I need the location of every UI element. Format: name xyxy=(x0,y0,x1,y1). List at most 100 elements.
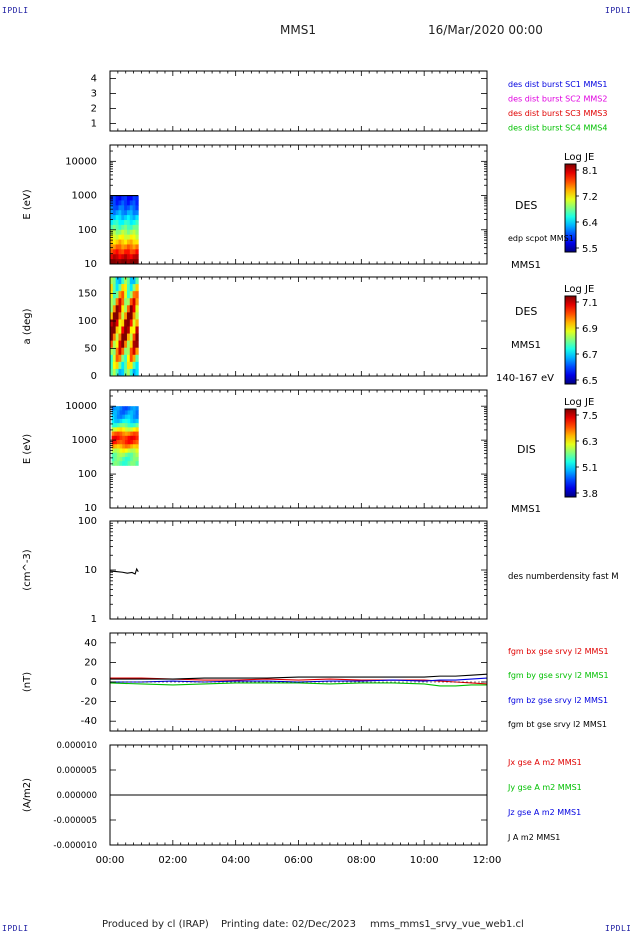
heatmap-cell xyxy=(121,277,125,285)
heatmap-cell xyxy=(126,200,131,206)
heatmap-cell xyxy=(112,195,117,201)
heatmap-cell xyxy=(129,239,134,245)
heatmap-cell xyxy=(124,448,128,454)
y-tick-label: 100 xyxy=(78,469,97,480)
heatmap-cell xyxy=(119,440,123,445)
heatmap-cell xyxy=(110,340,114,349)
heatmap-cell xyxy=(132,312,136,320)
heatmap-cell xyxy=(115,347,119,356)
heatmap-cell xyxy=(124,210,128,216)
heatmap-cell xyxy=(127,452,131,458)
heatmap-cell xyxy=(124,229,128,236)
heatmap-cell xyxy=(124,361,128,370)
heatmap-cell xyxy=(129,200,134,206)
heatmap-cell xyxy=(124,224,128,231)
heatmap-cell xyxy=(132,440,137,445)
heatmap-cell xyxy=(110,239,114,245)
heatmap-cell xyxy=(132,244,136,250)
heatmap-cell xyxy=(132,229,136,236)
heatmap-cell xyxy=(118,229,122,236)
heatmap-cell xyxy=(114,444,118,449)
heatmap-cell xyxy=(112,354,117,363)
y-tick-label: 3 xyxy=(91,89,97,100)
heatmap-cell xyxy=(126,205,131,211)
legend-entry: Jy gse A m2 MMS1 xyxy=(507,783,582,792)
heatmap-cell xyxy=(121,291,125,299)
heatmap-cell xyxy=(122,427,126,432)
y-tick-label: 0.000005 xyxy=(56,766,97,776)
heatmap-cell xyxy=(111,410,115,416)
heatmap-cell xyxy=(121,205,125,211)
heatmap-cell xyxy=(126,244,131,250)
heatmap-cell xyxy=(124,435,128,441)
heatmap-cell xyxy=(124,347,128,356)
y-tick-label: 150 xyxy=(78,289,97,300)
y-tick-label: 20 xyxy=(84,657,97,668)
heatmap-cell xyxy=(132,224,136,231)
heatmap-cell xyxy=(132,205,136,211)
heatmap-cell xyxy=(132,427,137,432)
heatmap-cell xyxy=(122,444,126,449)
legend-entry: Jz gse A m2 MMS1 xyxy=(507,808,581,817)
heatmap-cell xyxy=(135,249,139,255)
colorbar-tick-label: 7.2 xyxy=(582,192,598,203)
heatmap-cell xyxy=(126,284,131,292)
heatmap-cell xyxy=(110,210,114,216)
heatmap-cell xyxy=(127,461,131,466)
heatmap-cell xyxy=(118,340,122,349)
heatmap-cell xyxy=(129,354,134,363)
heatmap-cell xyxy=(132,215,136,221)
series-line xyxy=(109,567,139,575)
heatmap-cell xyxy=(135,254,139,260)
heatmap-cell xyxy=(124,333,128,342)
heatmap-cell xyxy=(121,244,125,250)
heatmap-cell xyxy=(118,319,122,327)
heatmap-cell xyxy=(124,319,128,327)
heatmap-cell xyxy=(129,210,134,216)
heatmap-cell xyxy=(116,440,120,445)
heatmap-cell xyxy=(132,448,137,454)
heatmap-cell xyxy=(111,427,115,432)
heatmap-cell xyxy=(121,347,125,356)
heatmap-cell xyxy=(112,368,117,377)
heatmap-cell xyxy=(115,319,119,327)
heatmap-cell xyxy=(118,205,122,211)
heatmap-cell xyxy=(135,423,139,428)
footer-file-name: mms_mms1_srvy_vue_web1.cl xyxy=(370,919,524,930)
heatmap-cell xyxy=(114,414,118,420)
heatmap-cell xyxy=(130,444,134,449)
heatmap-cell xyxy=(129,333,134,342)
heatmap-cell xyxy=(135,224,139,231)
heatmap-cell xyxy=(121,333,125,342)
heatmap-cell xyxy=(115,210,119,216)
legend-entry: J A m2 MMS1 xyxy=(507,833,560,842)
corner-label-bottom-right: IPDLI xyxy=(605,924,630,933)
colorbar xyxy=(564,295,577,385)
heatmap-cell xyxy=(127,431,131,437)
heatmap-cell xyxy=(132,423,137,428)
heatmap-cell xyxy=(122,414,126,420)
y-tick-label: 0 xyxy=(91,371,97,382)
heatmap-cell xyxy=(126,305,131,313)
heatmap-cell xyxy=(116,406,120,411)
heatmap-cell xyxy=(112,229,117,236)
heatmap-cell xyxy=(110,249,114,255)
heatmap-cell xyxy=(135,406,139,411)
panel-frame-dis_energy xyxy=(109,389,488,509)
heatmap-cell xyxy=(115,224,119,231)
colorbar-title: Log JE xyxy=(564,397,594,408)
heatmap-cell xyxy=(114,406,118,411)
heatmap-cell xyxy=(115,298,119,306)
heatmap-cell xyxy=(126,195,131,201)
y-tick-label: 4 xyxy=(91,74,97,85)
heatmap-cell xyxy=(111,431,115,437)
y-tick-label: 50 xyxy=(84,344,97,355)
heatmap-cell xyxy=(127,456,131,462)
heatmap-cell xyxy=(116,414,120,420)
heatmap-cell xyxy=(121,312,125,320)
legend-entry: des dist burst SC1 MMS1 xyxy=(508,80,607,89)
legend-entry: des numberdensity fast M xyxy=(508,572,619,582)
heatmap-cell xyxy=(110,254,114,260)
heatmap-cell xyxy=(122,452,126,458)
